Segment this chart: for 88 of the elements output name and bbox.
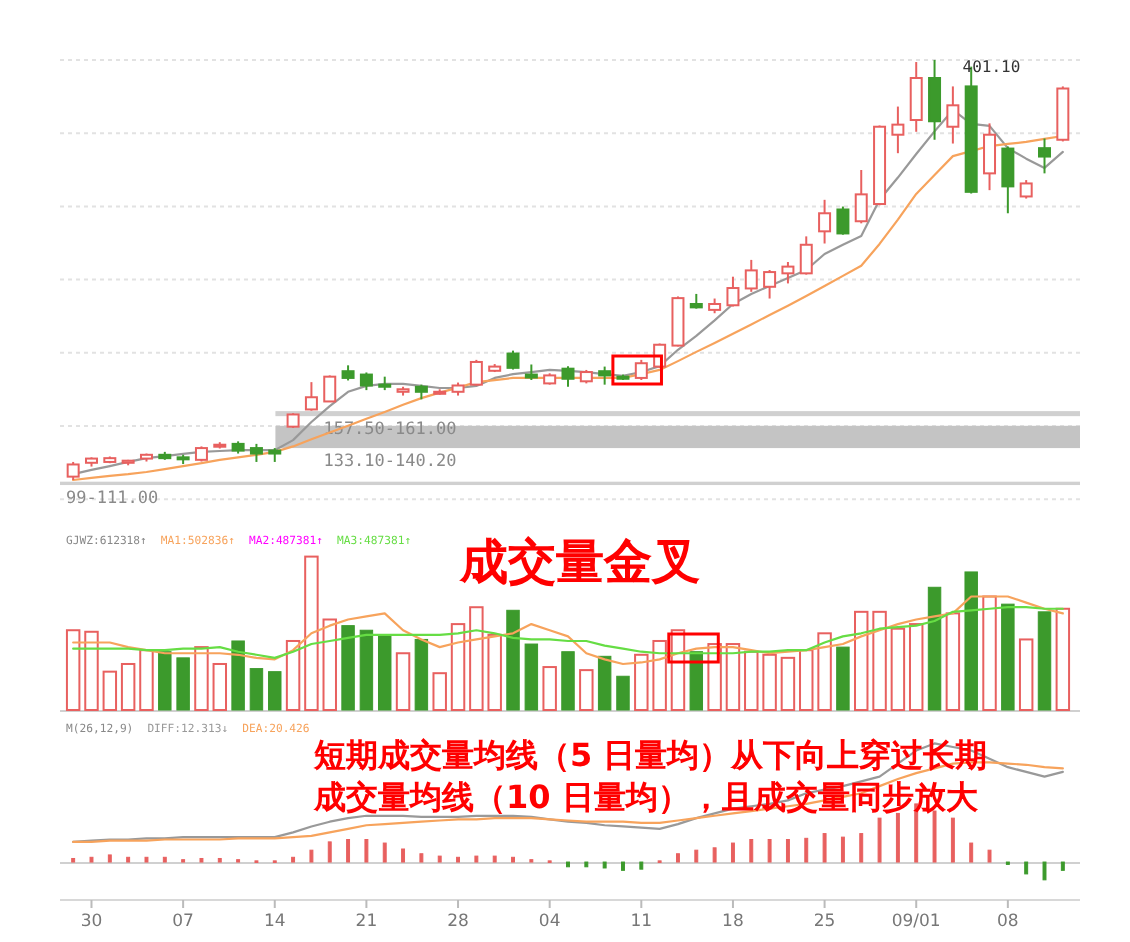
- bar: [139, 649, 154, 712]
- candlestick: [561, 365, 575, 388]
- bar: [616, 675, 630, 711]
- bar: [341, 625, 355, 711]
- candlestick: [323, 374, 337, 403]
- candlestick: [909, 61, 923, 133]
- bar: [84, 630, 99, 712]
- bar: [561, 651, 575, 711]
- candlestick: [304, 381, 318, 412]
- annotation: 401.10: [962, 57, 1021, 76]
- candlestick: [506, 349, 520, 371]
- candlestick: [598, 365, 612, 386]
- bar: [725, 643, 741, 712]
- bar: [908, 623, 924, 712]
- bar: [890, 627, 906, 712]
- bar: [414, 638, 429, 711]
- bar: [799, 649, 814, 712]
- bar: [304, 555, 319, 712]
- bar: [689, 651, 704, 711]
- bar: [120, 662, 136, 712]
- candlestick: [781, 260, 795, 285]
- bar: [524, 643, 539, 711]
- candlestick: [66, 460, 80, 482]
- x-tick-label: 09/01: [891, 912, 941, 932]
- candlestick: [983, 122, 997, 192]
- bar: [65, 629, 81, 712]
- candlestick: [818, 198, 832, 245]
- x-tick-label: 07: [172, 912, 194, 932]
- bar: [817, 632, 832, 712]
- candlestick: [469, 358, 483, 387]
- bar: [964, 571, 978, 711]
- bar: [102, 670, 118, 712]
- bar: [836, 646, 850, 711]
- bar: [176, 657, 190, 711]
- bar: [359, 629, 374, 711]
- candlestick: [928, 58, 942, 141]
- bar: [854, 610, 869, 712]
- bar: [542, 666, 557, 712]
- candlestick: [946, 85, 960, 145]
- bar: [945, 612, 961, 712]
- candlestick: [1001, 145, 1015, 215]
- x-tick-label: 14: [263, 912, 286, 932]
- bar: [1055, 607, 1071, 712]
- candlestick: [744, 258, 758, 293]
- candlestick: [836, 205, 850, 236]
- candlestick: [891, 105, 905, 155]
- bar: [395, 652, 411, 712]
- bar: [249, 668, 264, 711]
- candlestick: [799, 235, 813, 276]
- bar: [982, 595, 997, 712]
- bar: [597, 655, 612, 711]
- bar: [1001, 603, 1015, 711]
- bar: [212, 662, 228, 712]
- bar: [378, 634, 392, 711]
- bar: [285, 639, 301, 712]
- bar: [450, 623, 466, 712]
- bar: [322, 618, 337, 712]
- bar: [268, 671, 282, 711]
- candlestick: [726, 275, 740, 308]
- x-tick-label: 21: [355, 912, 378, 932]
- bar: [158, 651, 172, 711]
- bar: [506, 609, 520, 711]
- bar: [780, 656, 796, 712]
- bar: [1018, 638, 1034, 712]
- candlestick: [1038, 137, 1052, 175]
- x-tick-label: 04: [538, 912, 561, 932]
- x-tick-label: 28: [447, 912, 469, 932]
- bar: [579, 669, 594, 712]
- candlestick: [763, 268, 777, 300]
- candlestick: [1019, 179, 1033, 200]
- x-tick-label: 30: [80, 912, 103, 932]
- bar: [231, 640, 245, 711]
- chart-title: 成交量金叉: [458, 534, 700, 590]
- candlestick: [671, 295, 685, 348]
- bar: [432, 672, 447, 712]
- bar: [1037, 611, 1052, 711]
- bar: [194, 646, 209, 712]
- bar: [927, 586, 942, 711]
- band-label: 99-111.00: [66, 489, 159, 510]
- x-tick-label: 18: [722, 912, 744, 932]
- candlestick: [634, 358, 648, 382]
- candlestick: [854, 169, 868, 225]
- candlestick: [249, 442, 263, 463]
- bar: [872, 610, 887, 712]
- x-tick-label: 08: [997, 912, 1019, 932]
- x-tick-label: 25: [813, 912, 836, 932]
- x-tick-label: 11: [630, 912, 653, 932]
- band-label: 133.10-140.20: [323, 452, 457, 473]
